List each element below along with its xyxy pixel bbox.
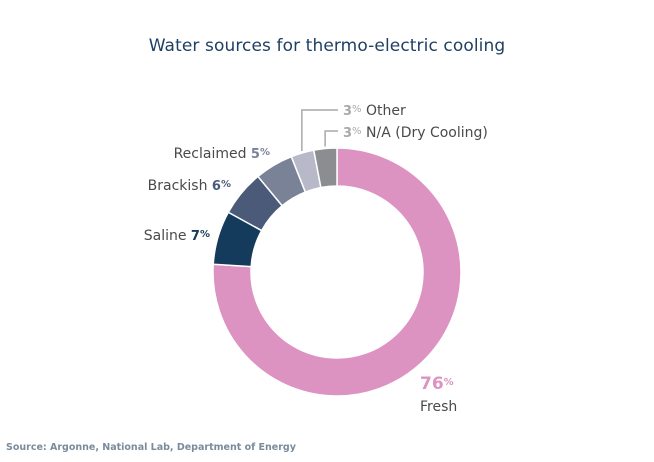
leader-lines [301, 109, 338, 152]
label-saline: Saline 7% [144, 228, 210, 244]
slice-fresh [212, 147, 462, 397]
label-n-a-dry-cooling: 3% N/A (Dry Cooling) [343, 125, 488, 141]
label-brackish: Brackish 6% [148, 178, 231, 194]
slice-labels: 76% Fresh Saline 7% Brackish 6% Reclaimed 5%… [144, 103, 488, 415]
donut-slices [212, 147, 462, 397]
label-name-fresh: Fresh [420, 399, 457, 415]
leader-line-na-dry-cooling [324, 130, 338, 147]
label-reclaimed: Reclaimed 5% [174, 146, 270, 162]
chart-title: Water sources for thermo-electric coolin… [148, 36, 506, 56]
label-value-fresh: 76% [420, 374, 454, 394]
source-note: Source: Argonne, National Lab, Departmen… [6, 442, 296, 453]
slice-n-a-dry-cooling [312, 147, 338, 189]
label-other: 3% Other [343, 103, 406, 119]
leader-line-other [301, 109, 338, 152]
